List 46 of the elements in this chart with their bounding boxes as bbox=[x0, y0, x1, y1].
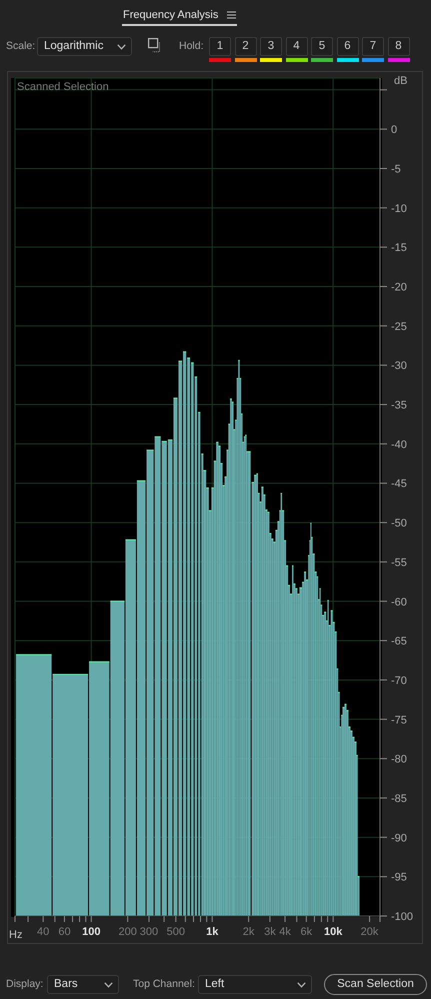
x-tick-label: 500 bbox=[166, 926, 185, 938]
y-tick-label: -100 bbox=[391, 911, 414, 923]
chart-title: Frequency Analysis bbox=[123, 9, 218, 21]
x-tick-label: 200 bbox=[118, 926, 137, 938]
y-tick-label: -75 bbox=[391, 714, 407, 726]
text: Scale: bbox=[6, 39, 36, 54]
text: Top Channel: bbox=[133, 977, 195, 992]
y-tick-label: -35 bbox=[391, 400, 407, 412]
x-tick-label: 20k bbox=[360, 926, 379, 938]
text: Logarithmic bbox=[44, 39, 104, 54]
x-tick-label: 6k bbox=[300, 926, 313, 938]
y-tick-label: -5 bbox=[391, 163, 401, 176]
y-tick-label: -80 bbox=[391, 754, 407, 766]
x-axis-title: Hz bbox=[9, 929, 22, 941]
y-axis-title: dB bbox=[394, 75, 408, 87]
text: Bars bbox=[54, 977, 78, 992]
y-tick-label: 0 bbox=[391, 124, 398, 136]
text: Left bbox=[205, 977, 224, 992]
x-tick-label: 60 bbox=[58, 926, 71, 938]
x-tick-label: 40 bbox=[37, 926, 50, 938]
x-tick-label: 4k bbox=[279, 926, 292, 938]
y-tick-label: -65 bbox=[391, 636, 407, 648]
x-tick-label: 100 bbox=[82, 926, 100, 938]
x-tick-label: 10k bbox=[324, 926, 344, 938]
x-tick-label: 2k bbox=[242, 926, 255, 938]
annotation: Scanned Selection bbox=[17, 81, 109, 94]
y-tick-label: -10 bbox=[391, 202, 407, 215]
y-tick-label: -55 bbox=[391, 556, 407, 569]
y-tick-label: -70 bbox=[391, 674, 407, 687]
y-tick-label: -20 bbox=[391, 282, 407, 294]
text: Display: bbox=[6, 977, 44, 992]
y-tick-label: -45 bbox=[391, 478, 407, 490]
x-tick-label: 3k bbox=[264, 926, 276, 938]
x-tick-label: 1k bbox=[206, 926, 220, 938]
tab: Frequency Analysis bbox=[122, 6, 238, 26]
y-tick-label: -90 bbox=[391, 832, 407, 844]
y-tick-label: -95 bbox=[391, 872, 407, 884]
y-tick-label: -50 bbox=[391, 518, 407, 530]
y-tick-label: -60 bbox=[391, 596, 407, 608]
y-tick-label: -40 bbox=[391, 438, 407, 451]
y-tick-label: -85 bbox=[391, 792, 407, 805]
text: Hold: bbox=[179, 39, 204, 54]
y-tick-label: -25 bbox=[391, 320, 407, 333]
y-tick-label: -15 bbox=[391, 242, 407, 254]
x-tick-label: 300 bbox=[140, 926, 158, 938]
y-tick-label: -30 bbox=[391, 360, 407, 372]
